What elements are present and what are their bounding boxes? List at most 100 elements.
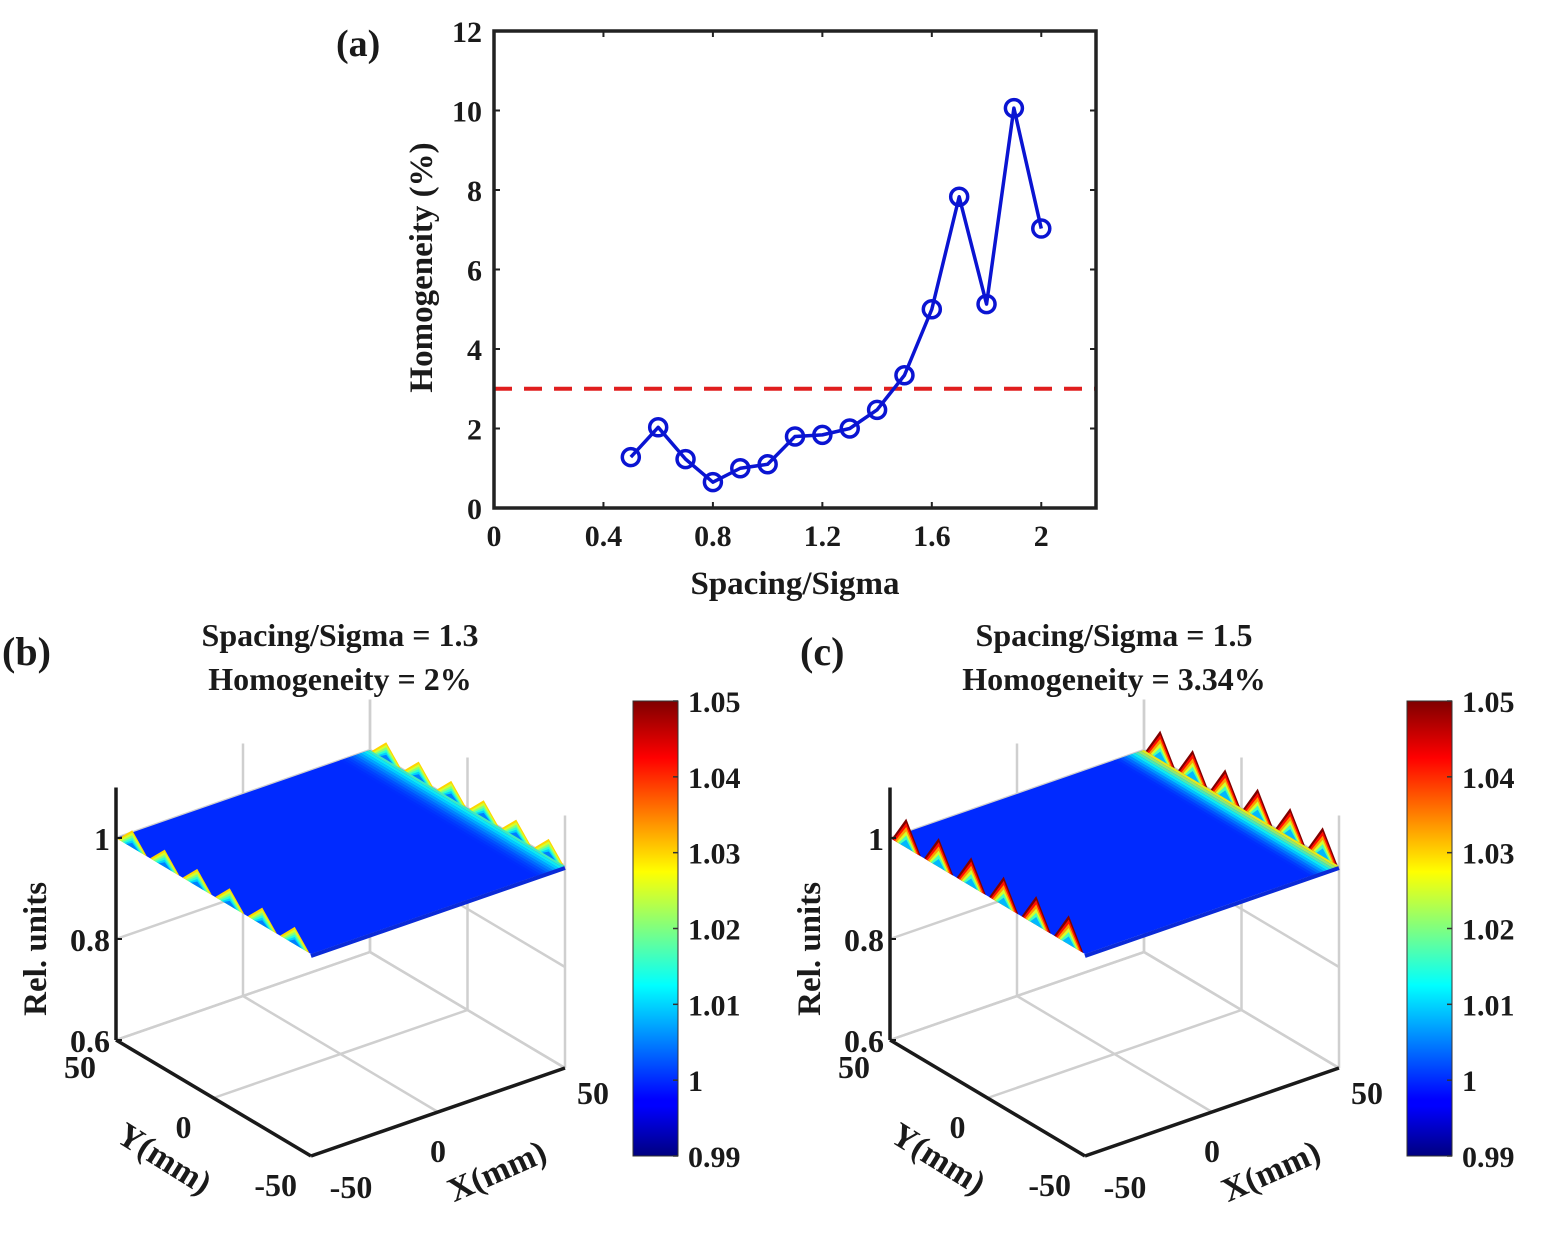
surface-ripple-peak	[126, 842, 139, 852]
panel-title-line: Homogeneity = 3.34%	[962, 661, 1266, 697]
surface-edge-band	[345, 757, 544, 875]
data-point	[757, 454, 778, 475]
colorbar-tick-label: 1.05	[1462, 686, 1515, 719]
z-axis-label: Rel. units	[18, 882, 54, 1016]
surface-edge-band	[354, 754, 553, 872]
x-tick-label: 0.4	[585, 520, 623, 553]
colorbar-tick-label: 0.99	[1462, 1141, 1515, 1174]
colorbar-tick-label: 1	[688, 1065, 703, 1098]
data-point	[948, 186, 970, 208]
colorbar-tick-label: 1.01	[1462, 989, 1515, 1022]
colorbar	[632, 700, 679, 1157]
data-point	[812, 424, 833, 446]
y-axis-label: Homogeneity (%)	[404, 142, 440, 392]
y-tick-label: 4	[467, 334, 482, 367]
surface-ripple-peak	[1062, 936, 1075, 948]
y-tick-label: 0	[950, 1109, 966, 1145]
x-axis-line	[1084, 1066, 1340, 1158]
colorbar-tick-label: 1.03	[1462, 838, 1515, 871]
data-point	[730, 458, 751, 479]
x-tick-label: 50	[577, 1075, 609, 1111]
surface-ripple-peak	[223, 900, 236, 910]
surface-edge-band	[357, 753, 556, 871]
surface-ripple-peak	[1316, 848, 1329, 860]
x-tick-label: 0	[430, 1133, 446, 1169]
x-tick-label: 0.8	[694, 520, 732, 553]
surface-ripple-peak	[542, 851, 555, 860]
surface-ripple-peak	[412, 774, 425, 783]
panel-a-label: (a)	[336, 23, 380, 65]
z-axis-label: Rel. units	[792, 882, 828, 1016]
surface-ripple-peak	[191, 881, 204, 890]
surface-edge-band	[1134, 752, 1333, 870]
data-point	[1003, 97, 1025, 119]
panel-c: (c) 0.6 0.8 1 50 0 -50 -50 0 50 Rel. units Y(mm) X(…	[792, 617, 1515, 1210]
data-point	[702, 471, 724, 493]
surface-edge-band	[1131, 753, 1330, 871]
z-tick-label: 0.8	[844, 922, 884, 958]
data-point	[620, 446, 642, 468]
y-axis-label: Y(mm)	[110, 1116, 218, 1202]
panel-b-label: (b)	[2, 629, 51, 674]
colorbar-tick-label: 1.02	[688, 914, 741, 947]
z-tick-label: 1	[94, 821, 110, 857]
surface-edge-band	[348, 756, 547, 874]
floor-gridline-y	[213, 1008, 468, 1100]
surface-edge-band	[342, 758, 541, 876]
surface-edge-band	[1119, 757, 1318, 875]
surface-edge-band	[351, 755, 550, 873]
y-axis-label: Y(mm)	[884, 1116, 992, 1202]
panel-b: (b) 0.6 0.8 1 50 0 -50 -50 0 50 Rel. units Y(mm) X(…	[2, 617, 741, 1210]
data-point	[839, 418, 860, 439]
surface-ripple-peak	[900, 839, 913, 852]
y-tick-label: 50	[838, 1049, 870, 1085]
surface-edge-band	[1116, 758, 1315, 876]
y-tick-label: -50	[254, 1167, 297, 1203]
surface-edge-band	[1140, 750, 1339, 868]
surface-ripple-peak	[510, 832, 523, 841]
surface-ripple-peak	[1219, 790, 1232, 802]
surface-ripple-peak	[965, 878, 978, 890]
floor-back-edge	[115, 950, 371, 1042]
surface-ripple-peak	[1251, 809, 1264, 822]
x-tick-label: -50	[1104, 1169, 1147, 1205]
data-point	[784, 426, 806, 447]
surface-edge-band	[363, 751, 562, 869]
surface-edge-band	[1128, 754, 1327, 872]
floor-right-edge	[1143, 950, 1340, 1070]
series-line	[629, 106, 1043, 484]
surface-edge-band	[339, 759, 538, 877]
floor-gridline-y	[987, 1008, 1242, 1100]
y-axis-line	[115, 1038, 312, 1158]
x-axis-label: Spacing/Sigma	[690, 566, 899, 602]
panel-a: (a) 0 0.4 0.8 1.2 1.6 2 0 2 4 6 8 10 12 Spacing/Sigma…	[336, 16, 1098, 602]
surface-ripple-peak	[997, 897, 1010, 910]
y-tick-label: 12	[452, 16, 482, 49]
panel-c-label: (c)	[800, 629, 844, 674]
data-point	[1031, 218, 1052, 239]
colorbar-tick-label: 1.04	[1462, 762, 1515, 795]
surface-edge-band	[366, 750, 565, 868]
floor-back-edge	[889, 950, 1145, 1042]
z-tick-label: 1	[868, 821, 884, 857]
axes-frame	[492, 29, 1098, 510]
surface-ripple-peak	[1186, 771, 1199, 783]
surface-edge-band	[1125, 755, 1324, 873]
y-tick-label: 0	[467, 493, 482, 526]
y-tick-label: 50	[64, 1049, 96, 1085]
data-point	[647, 417, 669, 438]
surface-edge-band	[1122, 756, 1321, 874]
y-tick-label: 10	[452, 96, 482, 129]
y-tick-label: -50	[1028, 1167, 1071, 1203]
x-tick-label: 0	[1204, 1133, 1220, 1169]
x-tick-label: 2	[1034, 520, 1049, 553]
x-tick-label: 1.6	[913, 520, 951, 553]
data-point	[976, 293, 997, 315]
x-tick-label: 50	[1351, 1075, 1383, 1111]
y-tick-label: 2	[467, 414, 482, 447]
panel-title-line: Spacing/Sigma = 1.3	[202, 617, 479, 653]
colorbar-tick-label: 1	[1462, 1065, 1477, 1098]
surface-front-edge	[1084, 866, 1340, 958]
z-tick-label: 0.6	[844, 1023, 884, 1059]
data-point	[894, 364, 915, 386]
